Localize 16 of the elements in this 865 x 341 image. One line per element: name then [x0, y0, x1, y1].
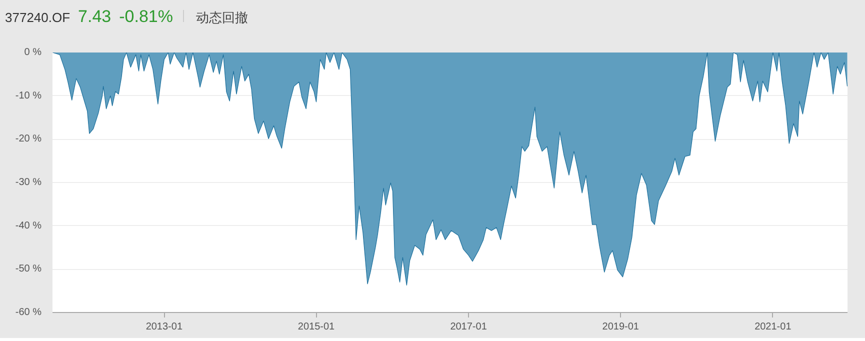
x-tick-label: 2021-01	[754, 322, 792, 332]
text: -0.81%	[119, 7, 174, 26]
y-tick-label: -40 %	[15, 220, 42, 232]
x-tick-label: 2013-01	[146, 322, 183, 332]
y-tick-label: -30 %	[15, 177, 42, 188]
y-tick-label: -20 %	[15, 134, 42, 145]
x-tick-label: 2019-01	[602, 322, 640, 332]
x-tick-label: 2015-01	[298, 322, 336, 332]
x-tick-label: 2017-01	[450, 322, 488, 332]
y-tick-label: -10 %	[15, 90, 42, 102]
text: 7.43	[78, 7, 112, 26]
y-tick-label: -50 %	[15, 264, 42, 275]
y-tick-label: -60 %	[15, 307, 42, 318]
chart-title: 377240.OF	[5, 10, 70, 25]
text: 动态回撤	[196, 10, 248, 25]
y-tick-label: 0 %	[24, 47, 42, 58]
